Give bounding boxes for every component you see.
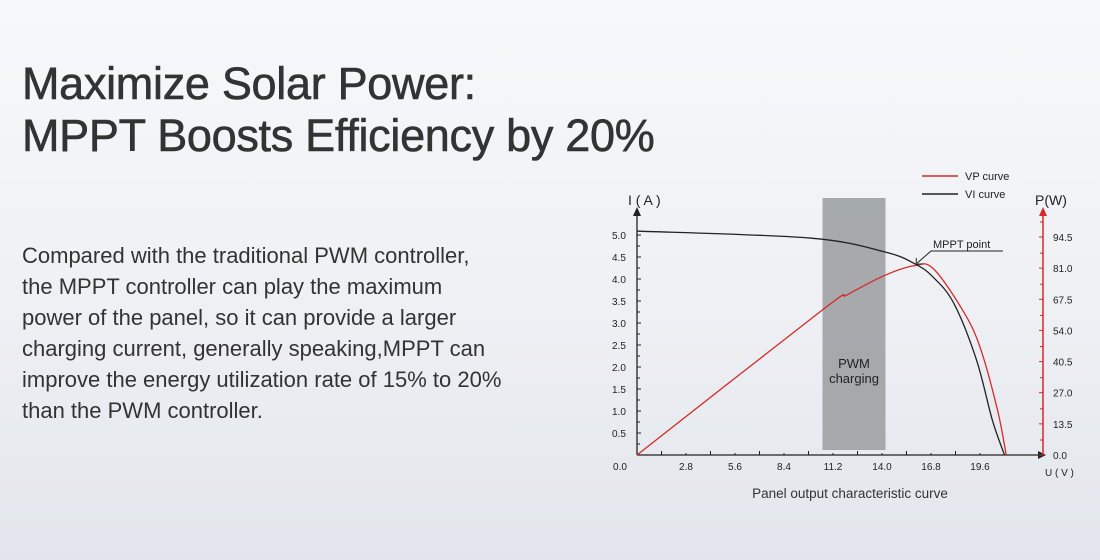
x-tick-label: 14.0 — [872, 462, 892, 473]
right-tick-label: 40.5 — [1053, 358, 1073, 369]
mppt-point-label: MPPT point — [933, 239, 990, 251]
x-axis-title: U ( V ) — [1045, 468, 1074, 479]
left-tick-label: 4.5 — [612, 253, 626, 264]
description-line: Compared with the traditional PWM contro… — [22, 243, 470, 268]
right-axis-arrow — [1039, 207, 1047, 216]
band-label: PWM — [838, 356, 870, 371]
x-tick-label: 0.0 — [613, 462, 627, 473]
mppt-pointer-line — [916, 250, 1003, 264]
left-tick-label: 1.5 — [612, 385, 626, 396]
left-axis-title: I ( A ) — [628, 192, 661, 208]
description-line: improve the energy utilization rate of 1… — [22, 367, 502, 392]
left-tick-label: 5.0 — [612, 231, 626, 242]
left-tick-label: 3.5 — [612, 297, 626, 308]
title-line-2: MPPT Boosts Efficiency by 20% — [22, 110, 655, 162]
chart-title: Panel output characteristic curve — [752, 486, 948, 501]
vp-curve-line — [636, 263, 1007, 456]
band-label: charging — [829, 371, 879, 386]
x-tick-label: 16.8 — [921, 462, 941, 473]
right-tick-label: 13.5 — [1053, 420, 1073, 431]
description: Compared with the traditional PWM contro… — [22, 240, 501, 426]
x-tick-label: 19.6 — [970, 462, 990, 473]
page-title: Maximize Solar Power: MPPT Boosts Effici… — [22, 58, 655, 162]
x-tick-label: 8.4 — [777, 462, 791, 473]
mppt-arrow-icon — [915, 258, 923, 265]
right-tick-label: 27.0 — [1053, 389, 1073, 400]
left-tick-label: 0.5 — [612, 429, 626, 440]
description-line: the MPPT controller can play the maximum — [22, 274, 443, 299]
x-tick-label: 11.2 — [824, 462, 843, 473]
x-tick-label: 2.8 — [679, 462, 693, 473]
x-tick-label: 5.6 — [728, 462, 742, 473]
left-tick-label: 2.5 — [612, 341, 626, 352]
description-line: charging current, generally speaking,MPP… — [22, 336, 486, 361]
vi-curve-line — [636, 230, 1006, 456]
right-tick-label: 0.0 — [1053, 451, 1067, 462]
right-tick-label: 54.0 — [1053, 326, 1073, 337]
pwm-charging-band — [822, 198, 886, 450]
left-axis-arrow — [633, 207, 641, 216]
description-line: than the PWM controller. — [22, 398, 263, 423]
legend-label-vi: VI curve — [965, 189, 1005, 201]
left-tick-label: 3.0 — [612, 319, 626, 330]
left-tick-label: 1.0 — [612, 407, 626, 418]
right-tick-label: 81.0 — [1053, 264, 1073, 275]
description-line: power of the panel, so it can provide a … — [22, 305, 457, 330]
right-tick-label: 94.5 — [1053, 233, 1073, 244]
left-tick-label: 2.0 — [612, 363, 626, 374]
title-line-1: Maximize Solar Power: — [22, 58, 477, 110]
legend-label-vp: VP curve — [965, 171, 1009, 183]
right-axis-title: P(W) — [1035, 192, 1067, 208]
right-tick-label: 67.5 — [1053, 295, 1073, 306]
left-tick-label: 4.0 — [612, 275, 626, 286]
